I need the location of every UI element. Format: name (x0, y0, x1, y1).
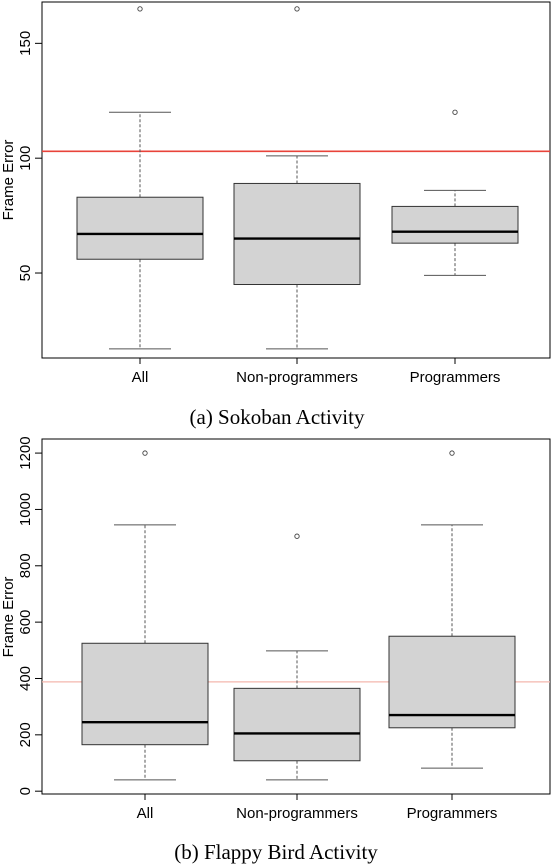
y-tick-label: 200 (17, 722, 34, 747)
plot-frame-sokoban (41, 1, 551, 359)
outlier-point (294, 6, 300, 12)
outlier-point (452, 109, 458, 115)
x-tick-label: Programmers (410, 369, 501, 386)
interquartile-box (233, 182, 361, 286)
x-tick-label: All (132, 369, 149, 386)
box-non-programmers (233, 533, 361, 781)
x-axis-labels-flappy-bird: All Non-programmers Programmers (137, 794, 498, 822)
box-programmers (388, 450, 516, 769)
y-tick-label: 1200 (17, 436, 34, 469)
outlier-point (294, 533, 300, 539)
y-tick-label: 150 (17, 31, 34, 56)
caption-sokoban: (a) Sokoban Activity (190, 405, 365, 429)
y-axis-title-sokoban: Frame Error (0, 140, 17, 221)
box-all (76, 6, 204, 350)
y-tick-label: 100 (17, 146, 34, 171)
interquartile-box (391, 205, 519, 244)
y-axis-title-flappy-bird: Frame Error (0, 577, 17, 658)
y-tick-label: 50 (17, 265, 34, 282)
y-tick-label: 1000 (17, 493, 34, 526)
chart-flappy-bird: 0 200 400 600 800 1000 1200 All Non-programmers… (0, 436, 551, 864)
y-tick-label: 800 (17, 553, 34, 578)
boxes-flappy-bird (81, 450, 516, 781)
interquartile-box (388, 635, 516, 729)
x-tick-label: Non-programmers (236, 805, 358, 822)
x-tick-label: Non-programmers (236, 369, 358, 386)
y-tick-label: 0 (17, 787, 34, 795)
x-tick-label: All (137, 805, 154, 822)
interquartile-box (81, 642, 209, 746)
box-all (81, 450, 209, 781)
outlier-point (142, 450, 148, 456)
chart-sokoban: 50 100 150 All Non-programmers Programmers F… (0, 1, 551, 429)
plot-frame-flappy-bird (41, 438, 551, 795)
outlier-point (449, 450, 455, 456)
interquartile-box (76, 196, 204, 260)
y-tick-label: 400 (17, 666, 34, 691)
caption-flappy-bird: (b) Flappy Bird Activity (174, 840, 378, 864)
outlier-point (137, 6, 143, 12)
box-non-programmers (233, 6, 361, 350)
x-tick-label: Programmers (407, 805, 498, 822)
y-axis-flappy-bird: 0 200 400 600 800 1000 1200 (17, 436, 42, 795)
boxes-sokoban (76, 6, 519, 350)
x-axis-labels-sokoban: All Non-programmers Programmers (132, 358, 501, 386)
y-axis-sokoban: 50 100 150 (17, 31, 42, 282)
interquartile-box (233, 687, 361, 762)
y-tick-label: 600 (17, 610, 34, 635)
box-programmers (391, 109, 519, 276)
